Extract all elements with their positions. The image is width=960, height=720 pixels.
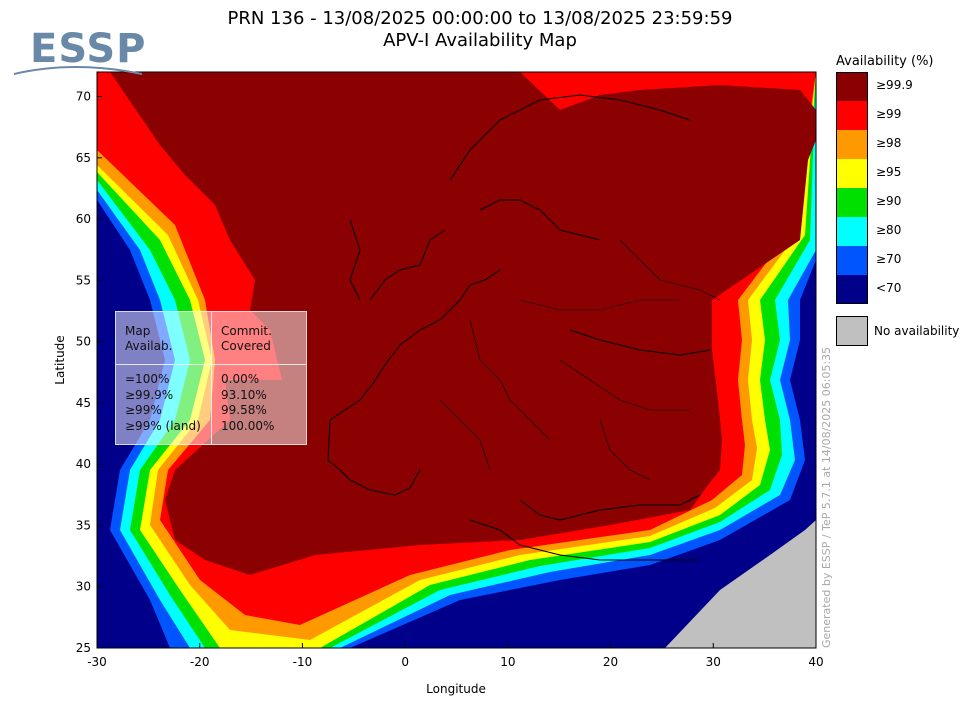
- chart-title: PRN 136 - 13/08/2025 00:00:00 to 13/08/2…: [0, 8, 960, 52]
- y-tick-label: 60: [76, 212, 91, 226]
- legend-swatch: [836, 159, 868, 188]
- no-availability-swatch: [836, 316, 868, 346]
- stats-level: ≥99.9%: [125, 387, 174, 402]
- legend-label: <70: [876, 281, 902, 295]
- y-tick-label: 50: [76, 335, 91, 349]
- title-line-1: PRN 136 - 13/08/2025 00:00:00 to 13/08/2…: [227, 8, 733, 29]
- coverage-stats-table: Map Availab. Commit. Covered =100% ≥99.9…: [115, 311, 307, 445]
- stats-header-text: Commit.: [221, 324, 272, 338]
- legend-swatch: [836, 101, 868, 130]
- legend-label: ≥70: [876, 252, 902, 266]
- legend-label: ≥95: [876, 165, 902, 179]
- stats-header-map-availability: Map Availab.: [125, 324, 172, 354]
- essp-logo: ESSP: [14, 12, 145, 82]
- logo-text: ESSP: [30, 26, 147, 72]
- stats-covered: 0.00%: [221, 372, 260, 386]
- stats-divider-horizontal: [116, 364, 306, 365]
- availability-contours: [97, 72, 816, 648]
- country-borders: [439, 239, 721, 481]
- legend-swatch: [836, 246, 868, 275]
- y-tick-label: 55: [76, 273, 91, 287]
- legend-swatch: [836, 72, 868, 101]
- y-tick-label: 30: [76, 580, 91, 594]
- stats-level: ≥99% (land): [125, 418, 201, 433]
- stats-level: ≥99%: [125, 403, 162, 417]
- legend-swatch: [836, 217, 868, 246]
- x-tick-label: 30: [706, 655, 721, 669]
- generated-by-footer: Generated by ESSP / TeP 5.7.1 at 14/08/2…: [820, 346, 833, 648]
- legend-label: ≥90: [876, 194, 902, 208]
- coastlines: [327, 94, 711, 561]
- x-axis: -30 -20 -10 0 10 20 30 40: [87, 643, 824, 669]
- stats-level-column: =100% ≥99.9% ≥99% ≥99% (land): [125, 372, 201, 434]
- y-tick-label: 65: [76, 151, 91, 165]
- legend-label: ≥99: [876, 107, 902, 121]
- legend-label: ≥98: [876, 136, 902, 150]
- legend-swatch: [836, 275, 868, 304]
- stats-header-commit-covered: Commit. Covered: [221, 324, 272, 354]
- y-tick-label: 70: [76, 90, 91, 104]
- x-axis-label: Longitude: [426, 682, 486, 696]
- x-tick-label: 20: [603, 655, 618, 669]
- x-tick-label: -10: [293, 655, 313, 669]
- x-tick-label: 40: [808, 655, 823, 669]
- x-tick-label: -20: [190, 655, 210, 669]
- x-tick-label: 10: [500, 655, 515, 669]
- legend-title: Availability (%): [836, 54, 934, 69]
- no-availability-label: No availability: [874, 324, 960, 338]
- stats-header-text: Covered: [221, 339, 271, 353]
- legend-swatch: [836, 130, 868, 159]
- stats-covered: 100.00%: [221, 418, 275, 433]
- y-tick-label: 35: [76, 518, 91, 532]
- stats-covered: 93.10%: [221, 387, 267, 402]
- legend-swatch: [836, 188, 868, 217]
- stats-divider-vertical: [211, 312, 212, 444]
- legend-label: ≥80: [876, 223, 902, 237]
- stats-header-text: Map: [125, 324, 151, 338]
- y-axis: 25 30 35 40 45 50 55 60 65 70: [76, 90, 102, 655]
- y-tick-label: 25: [76, 641, 91, 655]
- stats-level: =100%: [125, 372, 170, 386]
- region-no-availability: [665, 520, 816, 648]
- y-tick-label: 45: [76, 396, 91, 410]
- y-axis-label: Latitude: [53, 335, 67, 384]
- legend-label: ≥99.9: [876, 78, 913, 92]
- plot-frame: [96, 71, 817, 649]
- region-ge99_9: [110, 72, 816, 575]
- x-tick-label: -30: [87, 655, 107, 669]
- title-line-2: APV-I Availability Map: [383, 30, 577, 51]
- stats-covered: 99.58%: [221, 403, 267, 417]
- y-tick-label: 40: [76, 457, 91, 471]
- x-tick-label: 0: [401, 655, 409, 669]
- stats-covered-column: 0.00% 93.10% 99.58% 100.00%: [221, 372, 274, 434]
- stats-header-text: Availab.: [125, 339, 173, 353]
